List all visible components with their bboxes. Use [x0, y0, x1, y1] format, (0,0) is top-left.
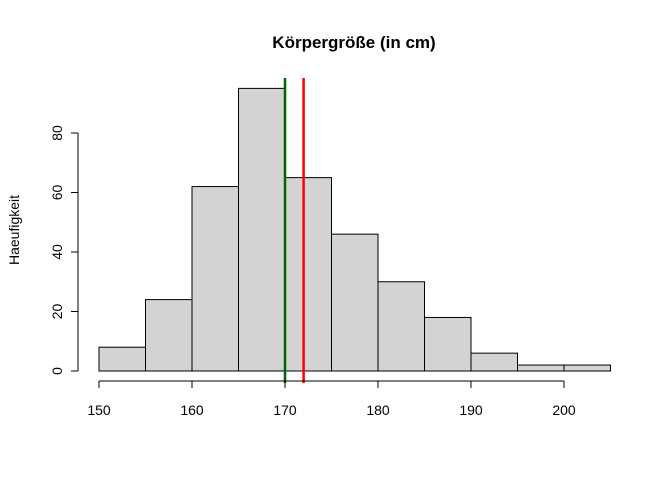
x-tick-label: 170: [273, 402, 297, 418]
histogram-bar: [98, 346, 146, 372]
y-tick-label: 0: [49, 367, 65, 375]
x-axis: 150 160 170 180 190 200: [87, 380, 576, 418]
x-tick-label: 180: [366, 402, 390, 418]
x-tick-label: 190: [459, 402, 483, 418]
x-tick-label: 160: [180, 402, 204, 418]
y-axis: 0 20 40 60 80: [49, 125, 79, 375]
histogram-bar: [377, 281, 425, 372]
y-axis-label: Haeufigkeit: [6, 195, 22, 265]
chart-title: Körpergröße (in cm): [272, 33, 435, 52]
histogram-bar: [284, 177, 332, 372]
histogram-bar: [331, 233, 379, 372]
histogram-bar: [238, 87, 286, 372]
histogram-bar: [517, 364, 565, 372]
y-tick-label: 40: [49, 244, 65, 260]
histogram-bar: [191, 186, 239, 372]
histogram-bar: [145, 299, 193, 372]
x-tick-label: 200: [552, 402, 576, 418]
bars-group: [98, 87, 611, 372]
histogram-bar: [563, 364, 611, 372]
x-tick-label: 150: [87, 402, 111, 418]
histogram-bar: [470, 352, 518, 372]
histogram-bar: [424, 316, 472, 372]
y-tick-label: 20: [49, 304, 65, 320]
reference-lines: [283, 78, 305, 383]
y-tick-label: 60: [49, 185, 65, 201]
y-tick-label: 80: [49, 125, 65, 141]
